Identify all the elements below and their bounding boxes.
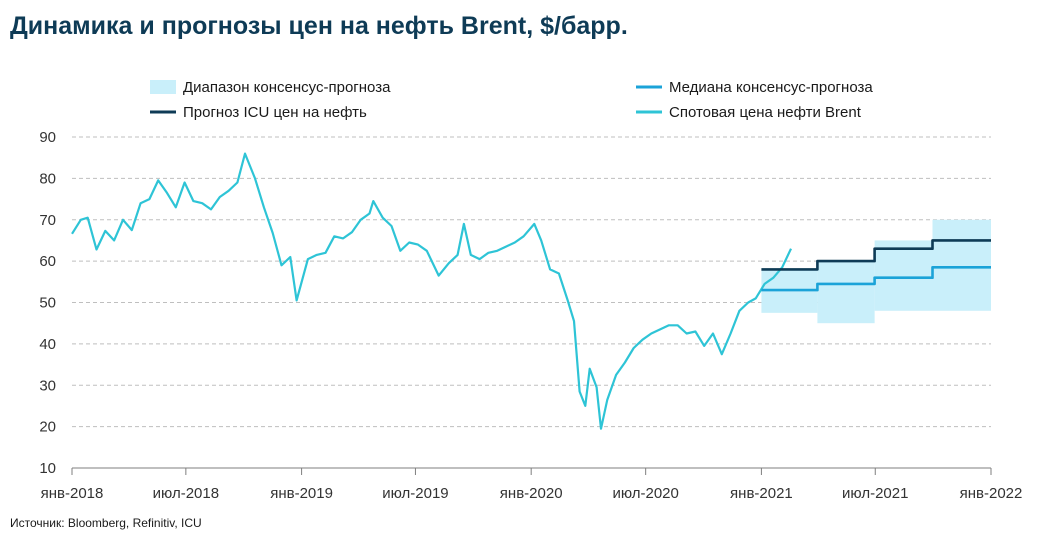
y-tick-label: 80 bbox=[39, 170, 56, 187]
y-tick-label: 90 bbox=[39, 129, 56, 146]
y-tick-label: 20 bbox=[39, 419, 56, 436]
y-axis-ticks: 10 20 30 40 50 60 70 80 90 bbox=[39, 129, 56, 477]
consensus-range-band bbox=[761, 219, 991, 324]
x-tick-label: янв-2018 bbox=[41, 485, 104, 502]
legend: Диапазон консенсус-прогноза Медиана консе… bbox=[150, 79, 873, 121]
x-tick-label: янв-2021 bbox=[730, 485, 793, 502]
legend-label-median: Медиана консенсус-прогноза bbox=[669, 79, 873, 96]
x-tick-label: янв-2019 bbox=[270, 485, 333, 502]
x-tick-label: янв-2022 bbox=[960, 485, 1023, 502]
x-axis-ticks: янв-2018 июл-2018 янв-2019 июл-2019 янв-2020… bbox=[41, 468, 1023, 502]
legend-swatch-range bbox=[150, 80, 176, 94]
x-tick-label: янв-2020 bbox=[500, 485, 563, 502]
x-tick-label: июл-2021 bbox=[842, 485, 908, 502]
legend-label-spot: Спотовая цена нефти Brent bbox=[669, 104, 862, 121]
y-tick-label: 30 bbox=[39, 377, 56, 394]
median-line bbox=[761, 266, 991, 292]
range-band-segment bbox=[932, 219, 991, 311]
y-tick-label: 60 bbox=[39, 253, 56, 270]
legend-label-icu: Прогноз ICU цен на нефть bbox=[183, 104, 367, 121]
y-tick-label: 50 bbox=[39, 295, 56, 312]
legend-label-range: Диапазон консенсус-прогноза bbox=[183, 79, 391, 96]
y-tick-label: 70 bbox=[39, 212, 56, 229]
range-band-segment bbox=[817, 261, 875, 324]
series-lines bbox=[71, 152, 991, 430]
spot-line bbox=[71, 152, 792, 430]
x-tick-label: июл-2019 bbox=[382, 485, 448, 502]
y-tick-label: 10 bbox=[39, 460, 56, 477]
y-tick-label: 40 bbox=[39, 336, 56, 353]
x-tick-label: июл-2018 bbox=[153, 485, 219, 502]
range-band-segment bbox=[874, 240, 933, 311]
source-note: Источник: Bloomberg, Refinitiv, ICU bbox=[10, 516, 202, 530]
icu-line bbox=[761, 239, 991, 271]
chart-title: Динамика и прогнозы цен на нефть Brent, … bbox=[10, 12, 628, 40]
x-tick-label: июл-2020 bbox=[612, 485, 678, 502]
